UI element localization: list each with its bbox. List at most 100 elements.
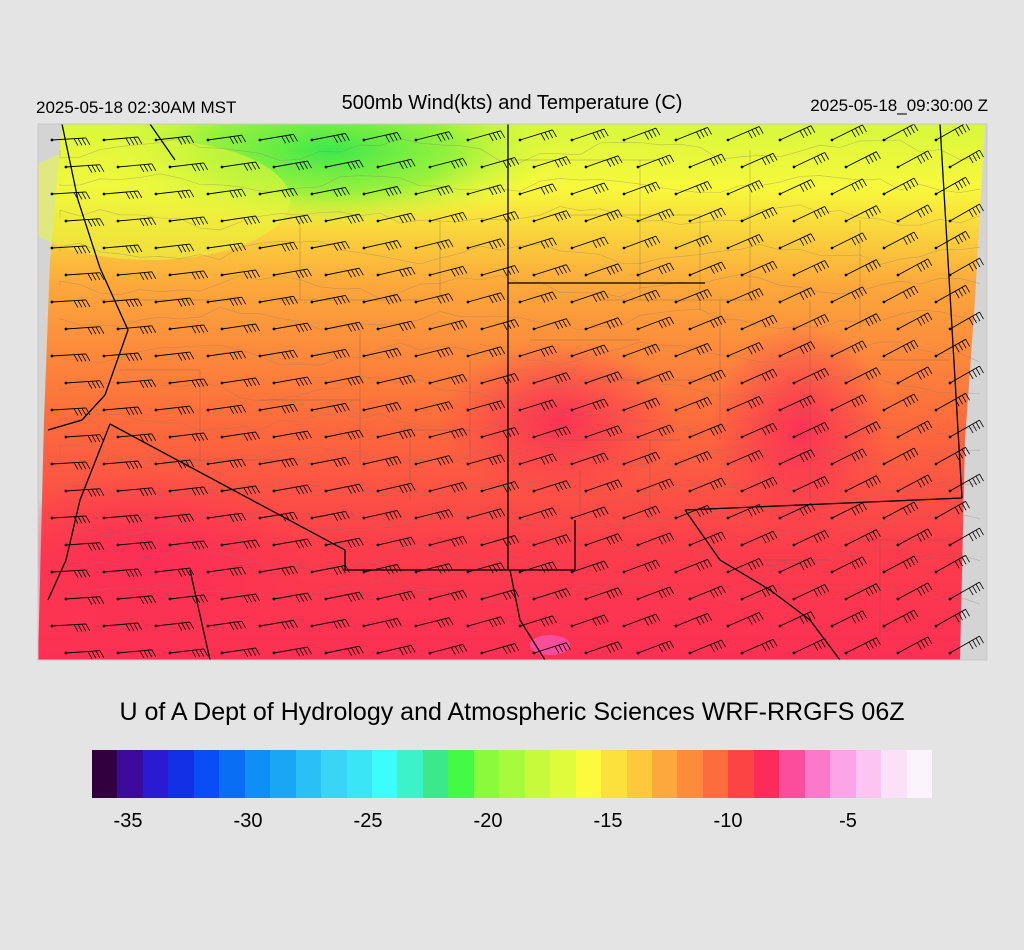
wind-barb-shaft bbox=[169, 486, 204, 492]
wind-barb-shaft bbox=[117, 541, 152, 546]
wind-barb-feather bbox=[562, 481, 567, 490]
wind-barb-station bbox=[466, 516, 470, 520]
wind-barb-shaft bbox=[117, 595, 152, 600]
wind-barb-feather bbox=[133, 299, 139, 307]
wind-barb bbox=[272, 268, 312, 279]
wind-barb bbox=[258, 619, 298, 630]
wind-barb bbox=[220, 323, 260, 333]
wind-barb-shaft bbox=[155, 297, 190, 303]
wind-barb bbox=[102, 244, 143, 254]
wind-barb-feather bbox=[558, 212, 564, 221]
wind-barb-feather bbox=[299, 648, 304, 656]
wind-barb-shaft bbox=[155, 351, 190, 357]
wind-barb-feather bbox=[920, 424, 926, 432]
wind-barb-feather bbox=[243, 271, 249, 279]
wind-barb-feather bbox=[358, 646, 364, 654]
wind-barb-feather bbox=[293, 620, 298, 628]
wind-barb-feather bbox=[289, 242, 294, 251]
wind-barb-feather bbox=[903, 561, 908, 569]
wind-barb-shaft bbox=[325, 645, 360, 654]
wind-barb bbox=[310, 348, 350, 359]
wind-barb-feather bbox=[345, 349, 350, 357]
wind-barb-feather bbox=[765, 588, 771, 596]
wind-barb-feather bbox=[255, 215, 260, 224]
wind-barb bbox=[844, 313, 881, 331]
wind-barb-feather bbox=[355, 646, 360, 655]
wind-barb-station bbox=[740, 435, 744, 439]
wind-barb-feather bbox=[658, 267, 663, 275]
wind-barb-feather bbox=[713, 265, 719, 273]
wind-barb-station bbox=[480, 165, 484, 169]
wind-barb-shaft bbox=[883, 177, 915, 195]
wind-barb-shaft bbox=[935, 284, 966, 303]
wind-barb-feather bbox=[251, 540, 257, 548]
wind-barb-station bbox=[272, 273, 276, 277]
wind-barb-shaft bbox=[779, 557, 812, 573]
wind-barb-station bbox=[428, 381, 432, 385]
wind-barb-feather bbox=[185, 568, 191, 576]
wind-barb bbox=[792, 368, 830, 385]
wind-barb-feather bbox=[772, 369, 778, 377]
colorbar-swatch bbox=[295, 750, 322, 798]
wind-barb-feather bbox=[613, 588, 619, 597]
wind-barb-feather bbox=[865, 426, 870, 435]
wind-barb bbox=[792, 584, 830, 601]
wind-barb-feather bbox=[307, 268, 312, 277]
colorbar-swatch bbox=[804, 750, 831, 798]
wind-barb bbox=[414, 563, 454, 574]
wind-barb-feather bbox=[506, 483, 512, 491]
wind-barb-shaft bbox=[103, 352, 138, 357]
wind-barb-feather bbox=[820, 208, 826, 216]
wind-barb-shaft bbox=[623, 343, 657, 357]
wind-barb-feather bbox=[177, 191, 183, 199]
wind-barb-feather bbox=[972, 153, 977, 162]
wind-barb-feather bbox=[554, 646, 560, 654]
wind-barb-feather bbox=[592, 186, 598, 195]
wind-barb-feather bbox=[440, 349, 446, 357]
wind-barb-station bbox=[414, 462, 418, 466]
wind-barb-feather bbox=[665, 264, 671, 272]
wind-barb bbox=[102, 406, 143, 416]
wind-barb-feather bbox=[617, 587, 623, 595]
wind-barb bbox=[258, 295, 298, 306]
wind-barb-station bbox=[206, 462, 210, 466]
wind-barb-feather bbox=[603, 560, 609, 569]
wind-barb-shaft bbox=[519, 453, 553, 465]
wind-barb-feather bbox=[502, 646, 508, 655]
wind-barb-shaft bbox=[533, 642, 567, 654]
wind-barb-feather bbox=[492, 510, 498, 519]
wind-barb-feather bbox=[81, 570, 87, 578]
wind-barb-feather bbox=[699, 292, 705, 300]
wind-barb bbox=[882, 339, 919, 358]
wind-barb-feather bbox=[747, 293, 753, 301]
wind-barb-feather bbox=[351, 323, 356, 331]
wind-barb-feather bbox=[747, 239, 753, 247]
wind-barb-feather bbox=[769, 262, 774, 271]
wind-barb-feather bbox=[506, 645, 512, 653]
wind-barb-feather bbox=[613, 318, 619, 327]
wind-barb-feather bbox=[488, 295, 494, 304]
wind-barb-feather bbox=[243, 595, 249, 603]
wind-barb-station bbox=[688, 651, 692, 655]
wind-barb-station bbox=[116, 651, 120, 655]
wind-barb bbox=[272, 322, 312, 333]
wind-barb-shaft bbox=[273, 160, 308, 168]
wind-barb-station bbox=[622, 138, 626, 142]
wind-barb bbox=[428, 211, 468, 223]
wind-barb-feather bbox=[91, 435, 97, 443]
wind-barb-feather bbox=[341, 242, 346, 250]
wind-barb-feather bbox=[758, 612, 764, 620]
wind-barb-station bbox=[726, 138, 730, 142]
wind-barb bbox=[116, 271, 157, 281]
wind-barb-feather bbox=[247, 163, 253, 171]
wind-barb-shaft bbox=[377, 644, 412, 654]
wind-barb-feather bbox=[699, 508, 705, 516]
wind-barb-feather bbox=[488, 457, 494, 466]
wind-barb-feather bbox=[617, 425, 623, 433]
wind-barb-station bbox=[50, 462, 54, 466]
wind-barb-feather bbox=[665, 480, 671, 488]
wind-barb-feather bbox=[355, 538, 360, 547]
wind-barb-feather bbox=[644, 348, 649, 356]
wind-barb-feather bbox=[333, 567, 338, 575]
wind-barb-feather bbox=[548, 130, 554, 139]
